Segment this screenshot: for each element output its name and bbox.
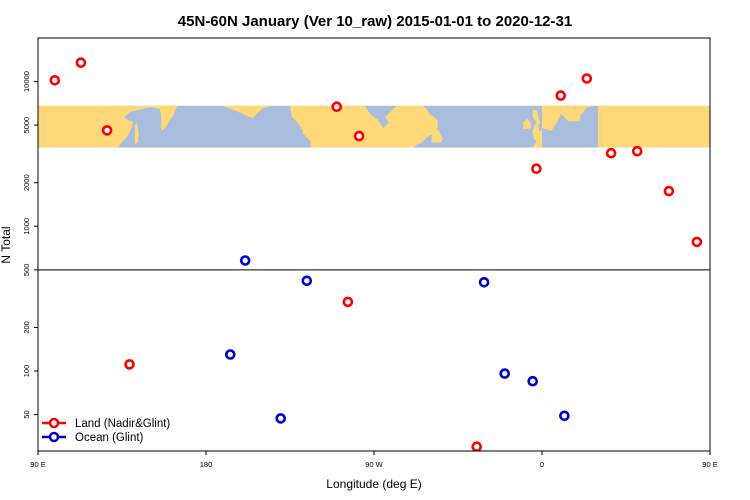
ocean-data-point: [275, 413, 287, 424]
map-land-newfoundland: [430, 129, 444, 143]
world-map-band: [38, 105, 710, 148]
ocean-data-point: [559, 410, 570, 422]
x-tick-label: 90 W: [365, 460, 383, 469]
land-data-point: [342, 296, 354, 308]
map-land-north-america: [290, 105, 438, 148]
land-data-point: [581, 73, 593, 84]
x-tick-label: 180: [200, 460, 213, 469]
x-tick-label: 90 E: [30, 460, 45, 469]
plot-frame: [37, 37, 711, 452]
y-tick-label: 500: [22, 264, 31, 277]
map-land-vancouver-island: [302, 130, 312, 139]
ocean-data-point: [225, 349, 236, 360]
legend: Land (Nadir&Glint) Ocean (Glint): [42, 417, 170, 444]
map-land-kamchatka: [159, 105, 175, 131]
land-data-point: [531, 163, 542, 174]
map-land-sakhalin: [134, 122, 139, 145]
legend-land-label: Land (Nadir&Glint): [75, 418, 170, 430]
map-land-alaska: [220, 105, 272, 119]
y-tick-label: 200: [22, 321, 31, 334]
map-land-eurasia: [542, 105, 710, 148]
land-data-point: [101, 125, 113, 136]
x-tick-label: 0: [540, 460, 544, 469]
land-data-point: [124, 359, 135, 370]
y-axis-label: N Total: [0, 226, 13, 263]
y-tick-label: 5000: [22, 117, 31, 134]
ocean-data-point: [499, 368, 511, 379]
x-axis-label: Longitude (deg E): [326, 477, 421, 491]
map-land-scandinavia: [551, 105, 578, 117]
land-data-point: [75, 57, 87, 69]
x-tick-label: 90 E: [702, 460, 717, 469]
y-tick-label: 50: [22, 410, 31, 418]
legend-ocean-label: Ocean (Glint): [75, 432, 144, 444]
land-data-point: [631, 145, 643, 157]
land-data-point: [353, 130, 365, 142]
y-tick-label: 1000: [22, 218, 31, 235]
y-tick-label: 10000: [22, 71, 31, 92]
legend-ocean-marker: [48, 431, 60, 443]
map-land-ireland: [523, 118, 531, 130]
y-tick-label: 100: [22, 365, 31, 378]
land-data-point: [49, 75, 61, 86]
land-data-point: [605, 147, 617, 159]
legend-land-marker: [48, 417, 60, 429]
land-data-point: [721, 76, 729, 84]
ocean-data-point: [478, 276, 490, 288]
map-land-britain: [531, 110, 541, 134]
ocean-data-point: [301, 275, 313, 287]
ocean-data-point: [527, 375, 539, 387]
land-data-point: [691, 236, 703, 248]
y-tick-label: 2000: [22, 174, 31, 191]
land-data-point: [555, 90, 567, 101]
chart-title: 45N-60N January (Ver 10_raw) 2015-01-01 …: [178, 13, 572, 30]
land-data-point: [663, 185, 675, 197]
map-land-iberia-france: [532, 130, 542, 148]
land-data-point: [331, 101, 343, 112]
land-data-point: [471, 441, 482, 451]
ocean-data-point: [239, 255, 251, 266]
